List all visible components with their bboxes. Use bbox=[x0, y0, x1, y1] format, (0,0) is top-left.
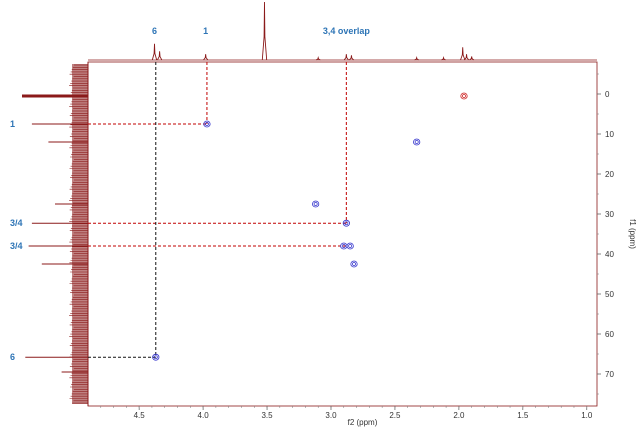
x-tick-label: 3.5 bbox=[261, 411, 273, 420]
y-tick-label: 50 bbox=[605, 290, 614, 299]
top-projection-peak bbox=[315, 56, 321, 61]
cross-peak-inner bbox=[204, 122, 209, 126]
cross-peak bbox=[346, 242, 354, 250]
top-projection-peak bbox=[441, 56, 446, 61]
x-axis: 4.5 4.0 3.5 3.0 2.5 2.0 1.5 1.0 bbox=[100, 406, 593, 420]
cross-peak bbox=[413, 138, 421, 146]
cross-peak bbox=[152, 353, 160, 361]
top-projection-peak bbox=[203, 54, 209, 61]
top-annotation: 3,4 overlap bbox=[323, 26, 371, 36]
y-tick-label: 0 bbox=[605, 90, 610, 99]
top-projection-peak bbox=[151, 43, 158, 61]
x-tick-label: 3.0 bbox=[325, 411, 337, 420]
x-tick-label: 1.5 bbox=[517, 411, 529, 420]
left-annotation: 1 bbox=[10, 119, 15, 129]
y-tick-label: 40 bbox=[605, 250, 614, 259]
cross-peak bbox=[203, 120, 211, 128]
top-annotation: 1 bbox=[203, 26, 208, 36]
assignment-guide-lines bbox=[88, 62, 347, 358]
cross-peak bbox=[350, 260, 358, 268]
cross-peak-inner bbox=[352, 262, 356, 266]
cross-peak-inner bbox=[462, 94, 466, 98]
top-projection-peak bbox=[348, 55, 354, 61]
cross-peak bbox=[312, 200, 320, 208]
y-axis-label: f1 (ppm) bbox=[628, 219, 637, 249]
x-tick-label: 4.5 bbox=[134, 411, 146, 420]
cross-peak bbox=[460, 92, 468, 100]
x-tick-label: 2.0 bbox=[453, 411, 465, 420]
cross-peak bbox=[342, 219, 350, 227]
cross-peak-inner bbox=[348, 244, 353, 248]
cross-peaks bbox=[152, 92, 468, 361]
top-projection-peak bbox=[261, 1, 268, 61]
cross-peak-inner bbox=[153, 355, 158, 360]
x-tick-label: 4.0 bbox=[198, 411, 210, 420]
top-annotation: 6 bbox=[152, 26, 157, 36]
top-projection-peak bbox=[463, 54, 470, 61]
top-projection-peak bbox=[414, 56, 420, 61]
x-axis-label: f2 (ppm) bbox=[348, 418, 378, 427]
y-tick-label: 10 bbox=[605, 130, 614, 139]
cross-peak-inner bbox=[414, 140, 419, 144]
top-projection-peak bbox=[343, 54, 349, 61]
top-projection-peak bbox=[460, 47, 466, 61]
cross-peak-inner bbox=[344, 221, 349, 226]
left-annotation: 3/4 bbox=[10, 218, 23, 228]
top-projection-peak bbox=[157, 51, 163, 61]
peak-annotations: 6 1 3,4 overlap 1 3/4 3/4 6 bbox=[10, 26, 370, 362]
top-projection-spectrum bbox=[88, 1, 597, 61]
y-tick-label: 30 bbox=[605, 210, 614, 219]
y-axis: 0 10 20 30 40 50 60 70 bbox=[597, 73, 614, 395]
side-projection-noise-band bbox=[72, 64, 88, 404]
x-tick-label: 1.0 bbox=[581, 411, 593, 420]
left-annotation: 6 bbox=[10, 352, 15, 362]
cross-peak-inner bbox=[341, 244, 346, 248]
side-projection-spectrum bbox=[22, 62, 89, 406]
y-tick-label: 60 bbox=[605, 330, 614, 339]
top-projection-peak bbox=[469, 56, 475, 61]
y-tick-label: 20 bbox=[605, 170, 614, 179]
x-tick-label: 2.5 bbox=[389, 411, 401, 420]
cross-peak-inner bbox=[313, 202, 318, 206]
plot-frame bbox=[87, 61, 598, 407]
y-tick-label: 70 bbox=[605, 370, 614, 379]
left-annotation: 3/4 bbox=[10, 241, 23, 251]
